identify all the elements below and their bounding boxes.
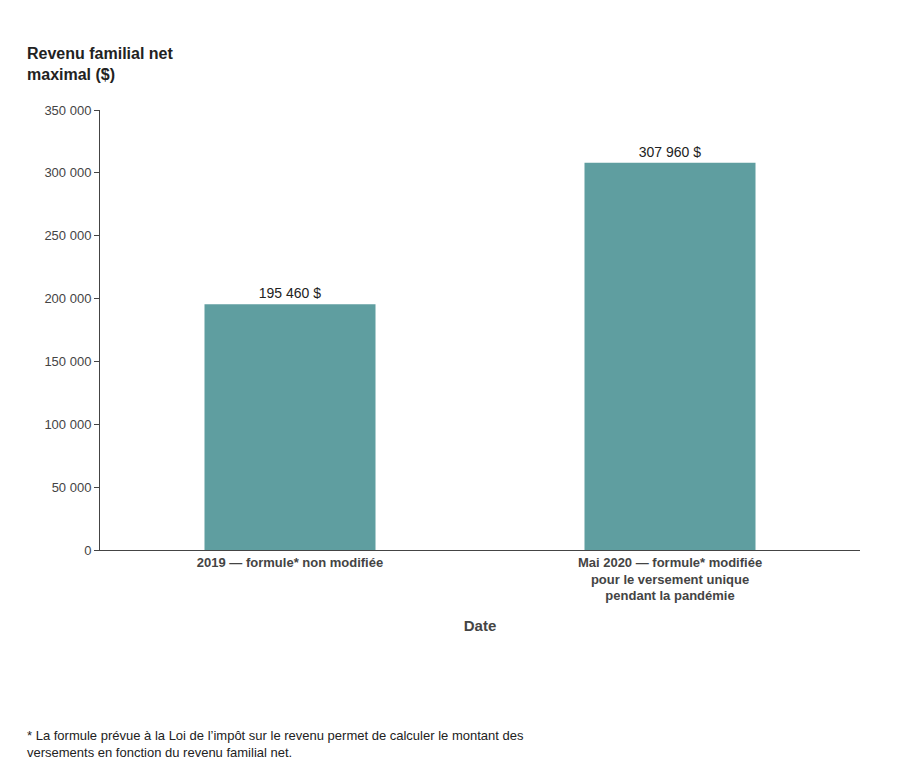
- svg-text:100 000: 100 000: [44, 417, 91, 432]
- svg-text:50 000: 50 000: [52, 480, 92, 495]
- svg-text:307 960 $: 307 960 $: [639, 144, 701, 160]
- svg-text:0: 0: [84, 543, 91, 558]
- svg-text:Mai 2020 — formule* modifiéepo: Mai 2020 — formule* modifiéepour le vers…: [578, 555, 762, 604]
- svg-text:* La formule prévue à la Loi d: * La formule prévue à la Loi de l’impôt …: [27, 728, 524, 760]
- svg-text:195 460 $: 195 460 $: [259, 285, 321, 301]
- svg-text:Revenu familial netmaximal ($): Revenu familial netmaximal ($): [27, 45, 173, 83]
- svg-text:200 000: 200 000: [44, 291, 91, 306]
- svg-text:250 000: 250 000: [44, 228, 91, 243]
- svg-text:2019 — formule* non modifiée: 2019 — formule* non modifiée: [197, 555, 383, 570]
- svg-text:350 000: 350 000: [44, 103, 91, 118]
- svg-text:150 000: 150 000: [44, 354, 91, 369]
- svg-text:300 000: 300 000: [44, 165, 91, 180]
- svg-text:Date: Date: [464, 617, 497, 634]
